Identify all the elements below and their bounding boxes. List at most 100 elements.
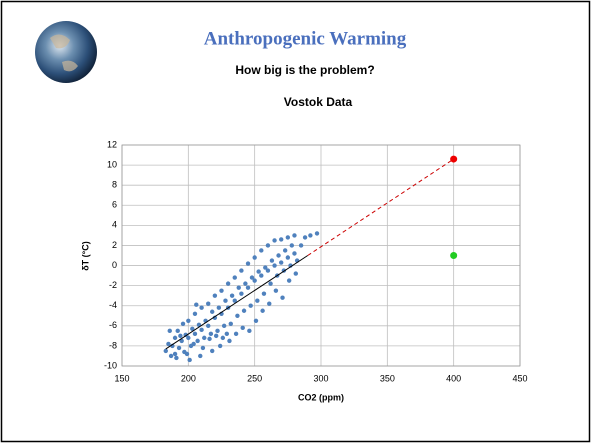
data-point: [245, 285, 251, 290]
data-point: [200, 345, 206, 351]
y-tick-label: 8: [112, 180, 117, 190]
data-point: [239, 268, 244, 273]
data-point: [285, 235, 291, 240]
data-point: [172, 351, 178, 357]
data-point: [194, 302, 199, 307]
plot-frame: [121, 144, 521, 367]
earth-land: [50, 34, 78, 72]
data-point: [260, 308, 265, 313]
x-tick-label: 150: [114, 373, 129, 383]
data-point: [286, 278, 292, 283]
data-point: [191, 341, 196, 347]
data-point: [259, 248, 264, 253]
data-point: [248, 303, 253, 308]
trend-line: [165, 255, 309, 350]
data-point: [285, 255, 291, 260]
data-point: [233, 331, 239, 337]
data-point: [279, 237, 284, 242]
data-point: [272, 238, 277, 243]
y-tick-label: -10: [104, 360, 117, 370]
data-point: [249, 275, 255, 280]
data-point: [273, 288, 279, 293]
x-tick-label: 400: [446, 373, 461, 383]
data-point: [168, 353, 174, 359]
y-tick-label: 10: [107, 159, 117, 169]
data-point: [186, 318, 191, 323]
data-point: [232, 275, 237, 280]
data-point: [276, 253, 281, 258]
data-point: [212, 315, 218, 320]
data-point: [269, 258, 275, 263]
x-tick-label: 450: [512, 373, 527, 383]
data-point: [195, 338, 200, 344]
data-point: [236, 285, 241, 290]
data-point: [265, 243, 271, 248]
data-point: [235, 313, 240, 318]
data-point: [298, 243, 304, 248]
data-point: [259, 273, 264, 278]
data-point: [280, 295, 285, 300]
data-point: [219, 288, 224, 293]
data-point: [220, 335, 226, 341]
data-point: [223, 298, 228, 303]
data-point: [450, 155, 458, 163]
data-point: [265, 268, 271, 273]
x-tick-label: 250: [247, 373, 262, 383]
data-point: [215, 328, 220, 334]
data-point: [207, 336, 212, 342]
data-point: [239, 291, 244, 296]
slide-title: Anthropogenic Warming: [204, 28, 407, 49]
y-tick-label: -4: [109, 300, 117, 310]
data-point: [232, 298, 237, 303]
data-point: [268, 281, 273, 286]
data-point: [292, 233, 297, 238]
data-point: [208, 331, 214, 337]
data-point: [240, 325, 245, 331]
data-point: [166, 341, 171, 347]
y-tick-label: 12: [107, 139, 117, 149]
y-tick-label: -6: [109, 320, 117, 330]
data-point: [228, 321, 233, 327]
data-point: [245, 261, 251, 266]
data-point: [217, 343, 223, 349]
data-point: [199, 305, 204, 310]
y-tick-label: 4: [112, 220, 117, 230]
data-point: [190, 326, 195, 332]
data-point: [192, 311, 198, 316]
data-point: [174, 355, 179, 361]
data-point: [256, 269, 261, 274]
data-point: [199, 327, 204, 333]
data-point: [293, 271, 298, 276]
data-point: [179, 338, 184, 344]
data-point: [210, 348, 215, 354]
data-point: [450, 252, 458, 259]
data-point: [272, 263, 277, 268]
trend-line: [307, 158, 454, 256]
data-point: [163, 348, 168, 354]
x-tick-label: 300: [313, 373, 328, 383]
y-axis-label: δT (°C): [80, 241, 90, 271]
data-point: [206, 323, 211, 329]
data-point: [175, 328, 180, 334]
y-tick-label: 6: [112, 200, 117, 210]
data-point: [241, 308, 247, 313]
data-point: [192, 331, 198, 337]
data-point: [229, 293, 235, 298]
data-point: [198, 353, 203, 359]
data-point: [184, 351, 190, 357]
data-point: [213, 333, 219, 339]
data-point: [255, 298, 260, 303]
y-tick-label: 0: [112, 260, 117, 270]
data-point: [267, 301, 272, 306]
data-point: [167, 328, 172, 334]
data-point: [253, 318, 259, 323]
data-point: [172, 335, 178, 341]
data-point: [282, 248, 288, 253]
data-point: [221, 323, 227, 329]
data-point: [292, 251, 297, 256]
data-point: [176, 345, 182, 351]
data-point: [216, 305, 222, 310]
data-point: [206, 301, 211, 306]
